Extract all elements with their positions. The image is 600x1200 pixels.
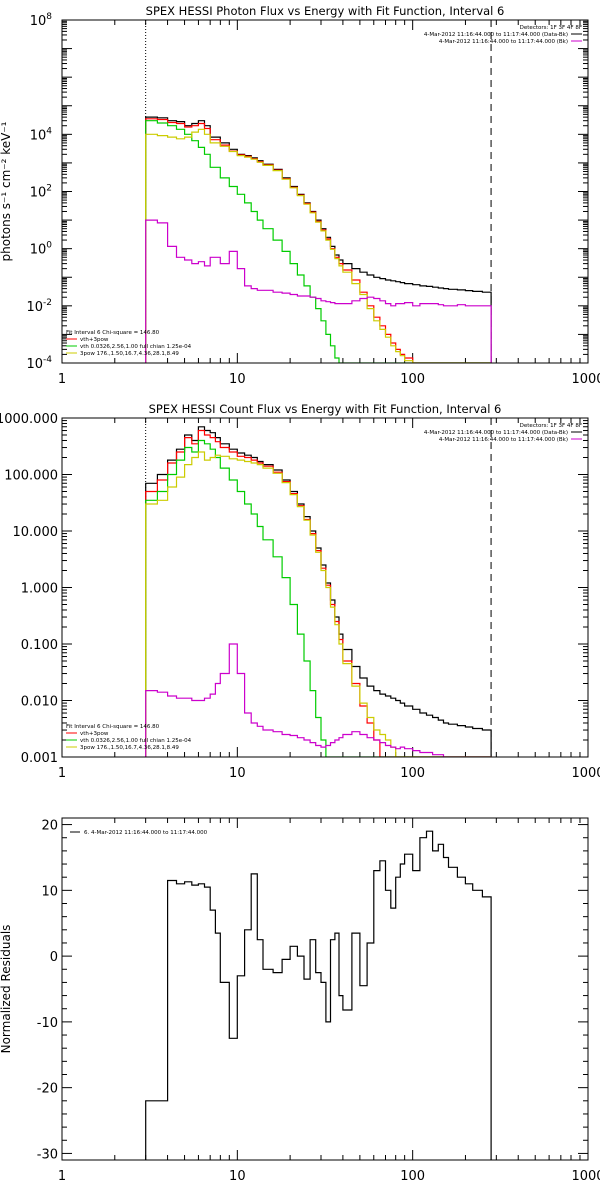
legend-bottom-entry: Fit Interval 6 Chi-square = 146.80 (66, 724, 160, 730)
legend-bottom-entry: 3pow 176.,1.50,16.7,4.36,28.1,8.49 (80, 351, 179, 357)
legend-bottom-entry: vth+3pow (80, 731, 109, 737)
plot-frame (61, 417, 589, 758)
series-line-5 (145, 643, 492, 757)
x-tick-label: 1 (58, 372, 66, 387)
y-tick-label: 108 (30, 12, 53, 29)
chart-panel-3: Normalized Residuals 1 10 100 1000 -30 -20 -10 0… (0, 817, 600, 1184)
y-tick-label: 0 (50, 950, 58, 965)
series-group (145, 426, 492, 757)
y-tick-label: 10 (41, 884, 58, 899)
y-tick-label: 10-4 (26, 355, 52, 372)
y-tick-label: 0.001 (21, 751, 58, 766)
legend-top-entry: Detectors: 1F 3F 4F 8F (520, 25, 582, 31)
y-tick-exponent: -4 (43, 355, 52, 365)
series-line-2 (145, 118, 492, 363)
legend-bottom-entry: vth 0.0326,2.56,1.00 full chian 1.25e-04 (80, 738, 192, 744)
series-line-4 (145, 451, 492, 757)
series-line-4 (145, 128, 492, 363)
legend-bottom-entry: Fit Interval 6 Chi-square = 146.80 (66, 330, 160, 336)
y-tick-label: 10.000 (13, 525, 59, 540)
y-tick-exponent: 4 (46, 126, 52, 136)
legend-bottom-entry: 3pow 176.,1.50,16.7,4.36,28.1,8.49 (80, 745, 179, 751)
legend-top-entry: Detectors: 1F 3F 4F 8F (520, 423, 582, 429)
x-tick-label: 100 (400, 372, 425, 387)
series-line-3 (145, 439, 492, 757)
legend-top-entry: 4-Mar-2012 11:16:44.000 to 11:17:44.000 … (424, 32, 568, 38)
legend-bottom-entry: vth 0.0326,2.56,1.00 full chian 1.25e-04 (80, 344, 192, 350)
y-tick-label: -10 (37, 1016, 58, 1031)
plot-frame (61, 19, 589, 364)
x-tick-label: 1 (58, 1169, 66, 1184)
series-line-1 (145, 830, 492, 1160)
x-tick-label: 1000 (571, 1169, 600, 1184)
y-tick-label: 102 (30, 184, 52, 201)
y-tick-label: 100.000 (4, 469, 58, 484)
y-tick-label: 10-2 (26, 298, 52, 315)
y-tick-label: 100 (30, 241, 53, 258)
y-tick-exponent: 8 (46, 12, 52, 22)
legend-bottom-entry: vth+3pow (80, 337, 109, 343)
x-tick-label: 10 (229, 372, 246, 387)
series-line-2 (145, 429, 492, 757)
chart-panel-2: SPEX HESSI Count Flux vs Energy with Fit… (0, 402, 600, 781)
x-tick-label: 100 (400, 1169, 425, 1184)
y-tick-label: 0.010 (21, 695, 58, 710)
legend-top-entry: 4-Mar-2012 11:16:44.000 to 11:17:44.000 … (439, 437, 568, 443)
series-group (145, 116, 492, 363)
y-tick-label: -20 (37, 1082, 58, 1097)
x-tick-label: 10 (229, 1169, 246, 1184)
legend-top-entry: 4-Mar-2012 11:16:44.000 to 11:17:44.000 … (424, 430, 568, 436)
y-tick-label: 104 (30, 126, 53, 143)
series-group (145, 830, 492, 1160)
y-tick-label: 1.000 (21, 582, 58, 597)
chart-panel-1: SPEX HESSI Photon Flux vs Energy with Fi… (0, 4, 600, 387)
x-tick-label: 1 (58, 766, 66, 781)
y-tick-label: -30 (37, 1147, 58, 1162)
plot-frame (61, 817, 589, 1161)
chart-title: SPEX HESSI Photon Flux vs Energy with Fi… (146, 4, 505, 18)
y-tick-label: 20 (41, 819, 58, 834)
y-tick-label: 0.100 (21, 638, 58, 653)
series-line-1 (145, 426, 492, 757)
y-tick-exponent: 2 (46, 184, 52, 194)
y-axis-label: Normalized Residuals (0, 925, 13, 1054)
y-tick-label: 1000.000 (0, 412, 58, 427)
y-tick-exponent: 0 (46, 241, 52, 251)
y-axis-label: photons s⁻¹ cm⁻² keV⁻¹ (0, 121, 13, 261)
series-line-1 (145, 116, 492, 363)
y-tick-exponent: -2 (43, 298, 52, 308)
series-line-3 (145, 120, 492, 363)
x-tick-label: 1000 (571, 766, 600, 781)
x-tick-label: 10 (229, 766, 246, 781)
legend-top-entry: 4-Mar-2012 11:16:44.000 to 11:17:44.000 … (439, 39, 568, 45)
x-tick-label: 1000 (571, 372, 600, 387)
chart-title: SPEX HESSI Count Flux vs Energy with Fit… (149, 402, 502, 416)
x-tick-label: 100 (400, 766, 425, 781)
series-line-5 (145, 219, 492, 363)
legend-entry: 6. 4-Mar-2012 11:16:44.000 to 11:17:44.0… (84, 830, 208, 836)
